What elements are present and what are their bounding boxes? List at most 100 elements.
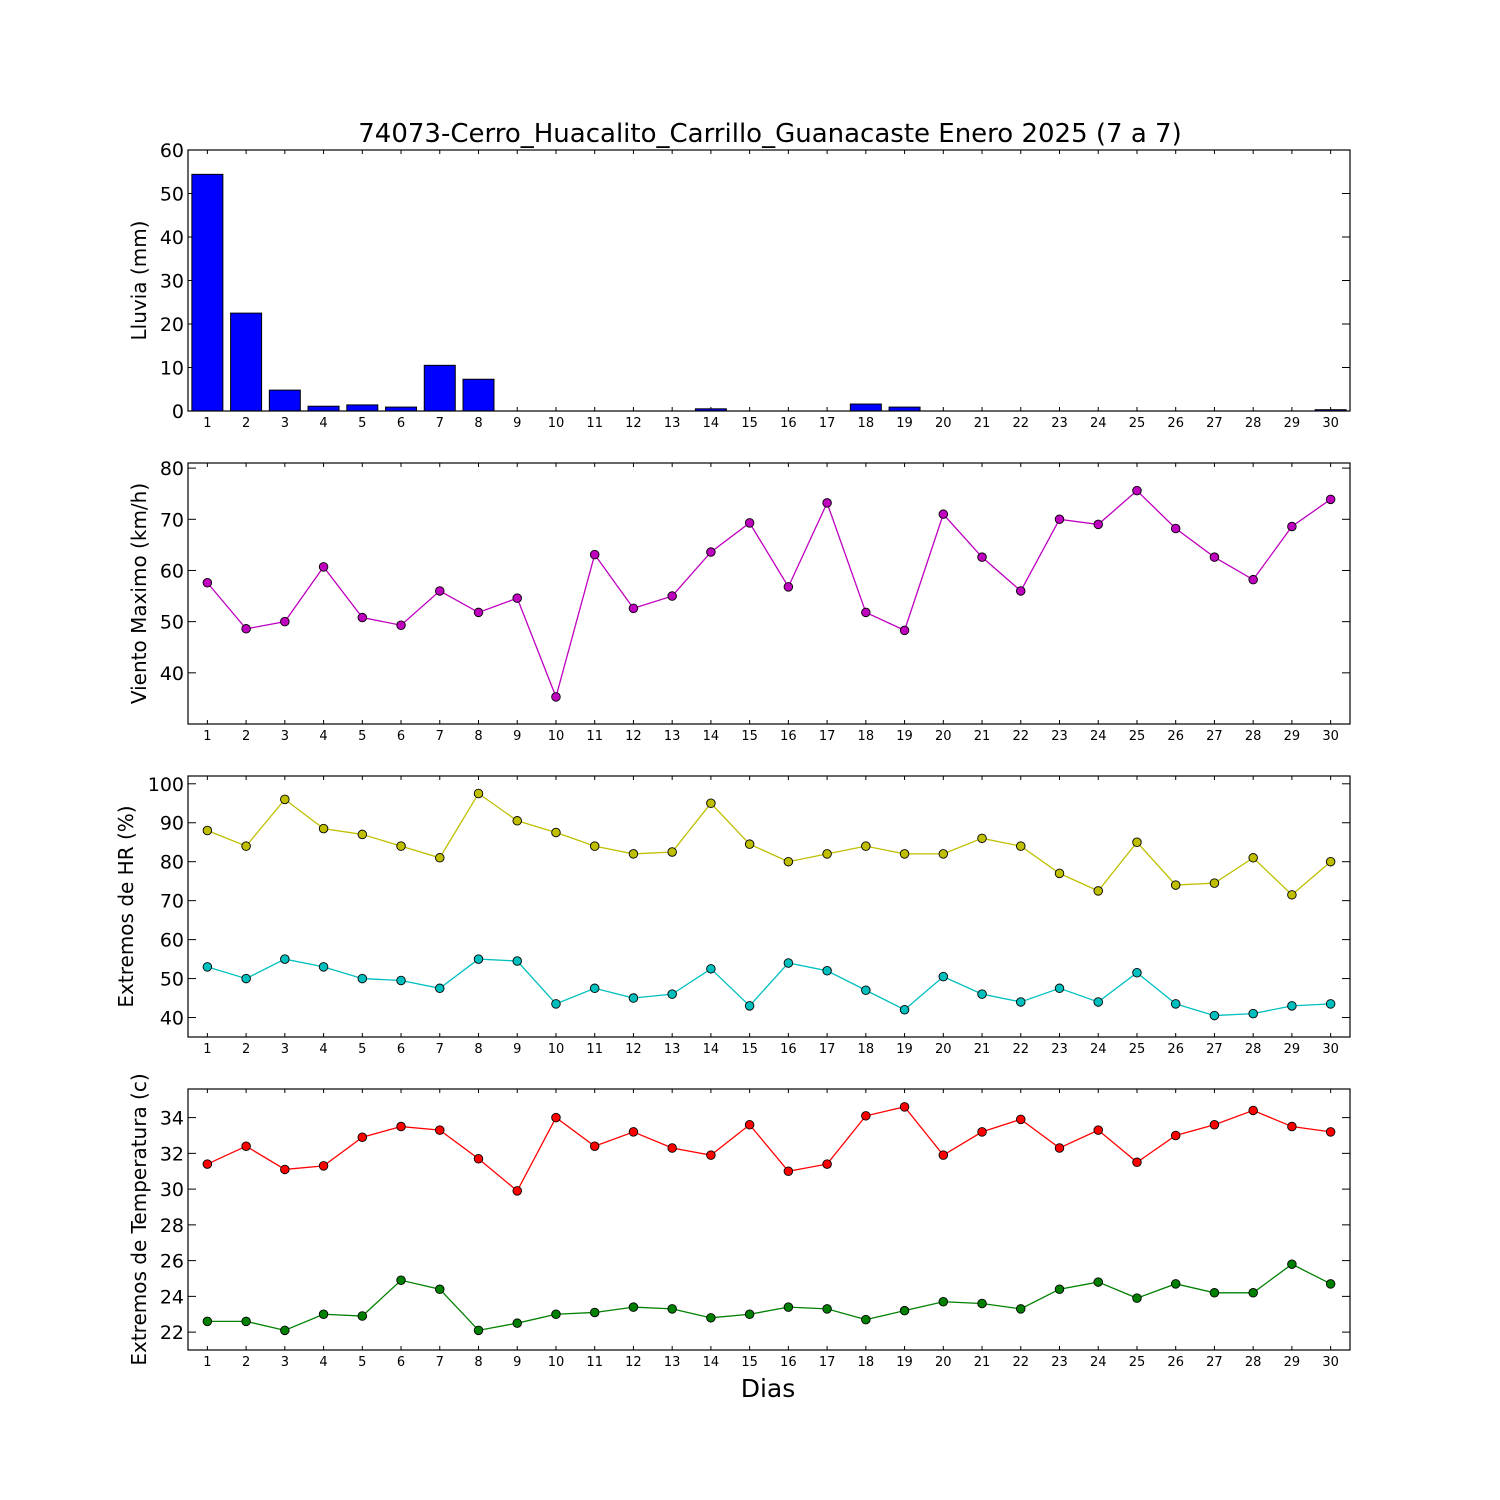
- xtick-label: 25: [1129, 416, 1146, 431]
- data-point: [1287, 1001, 1297, 1011]
- xtick-label: 15: [741, 729, 758, 744]
- data-point: [1248, 574, 1258, 585]
- xtick-label: 13: [664, 416, 681, 431]
- xtick-label: 15: [741, 416, 758, 431]
- series-line: [206, 489, 1332, 699]
- xtick-label: 21: [974, 1355, 991, 1370]
- xtick-label: 14: [703, 416, 720, 431]
- xtick-label: 1: [203, 416, 211, 431]
- ytick-label: 60: [160, 560, 184, 582]
- data-point: [357, 973, 368, 984]
- xtick-label: 14: [703, 729, 720, 744]
- rain-bar: [462, 378, 495, 412]
- data-point: [861, 1314, 871, 1325]
- data-point: [628, 603, 639, 614]
- data-point: [589, 841, 600, 851]
- data-point: [1170, 999, 1181, 1009]
- xtick-label: 13: [664, 1042, 681, 1057]
- xtick-label: 8: [474, 1355, 482, 1370]
- xtick-label: 13: [664, 1355, 681, 1370]
- data-point: [202, 962, 213, 972]
- data-point: [706, 1150, 716, 1160]
- xtick-label: 17: [819, 1042, 836, 1057]
- ytick-label: 40: [160, 1008, 184, 1030]
- data-point: [512, 1318, 522, 1328]
- xtick-label: 5: [358, 729, 366, 744]
- data-point: [318, 1161, 329, 1171]
- xtick-label: 9: [513, 416, 521, 431]
- data-point: [396, 620, 406, 630]
- ytick-label: 50: [160, 969, 184, 991]
- data-point: [899, 1004, 910, 1015]
- xtick-label: 13: [664, 729, 681, 744]
- xtick-label: 26: [1167, 1355, 1184, 1370]
- data-point: [1325, 494, 1336, 505]
- xtick-label: 2: [242, 1355, 250, 1370]
- xtick-label: 3: [281, 416, 289, 431]
- xtick-label: 20: [935, 729, 952, 744]
- xtick-label: 8: [474, 729, 482, 744]
- data-point: [1093, 997, 1103, 1007]
- xtick-label: 22: [1012, 1042, 1029, 1057]
- ytick-label: 70: [160, 891, 184, 913]
- data-point: [744, 1309, 755, 1319]
- xtick-label: 18: [858, 1355, 875, 1370]
- data-point: [1132, 967, 1142, 978]
- ytick-label: 32: [160, 1143, 184, 1165]
- xtick-label: 27: [1206, 1042, 1223, 1057]
- xtick-label: 5: [358, 416, 366, 431]
- data-point: [706, 798, 716, 809]
- xtick-label: 19: [896, 416, 913, 431]
- data-point: [1325, 999, 1336, 1009]
- rain-bar: [268, 389, 301, 412]
- data-point: [551, 1112, 561, 1123]
- data-point: [589, 1141, 600, 1151]
- xtick-label: 8: [474, 1042, 482, 1057]
- xtick-label: 19: [896, 1042, 913, 1057]
- data-point: [1209, 878, 1220, 888]
- data-point: [667, 989, 677, 999]
- data-point: [435, 586, 445, 596]
- data-point: [1248, 1288, 1258, 1298]
- data-point: [783, 1302, 794, 1312]
- data-point: [396, 975, 406, 986]
- data-point: [512, 956, 522, 966]
- ytick-label: 50: [160, 612, 184, 634]
- rainfall-ylabel: Lluvia (mm): [127, 221, 151, 341]
- ytick-label: 30: [160, 1179, 184, 1201]
- data-point: [861, 985, 871, 996]
- xtick-label: 3: [281, 1355, 289, 1370]
- xtick-label: 14: [703, 1042, 720, 1057]
- data-point: [512, 1186, 522, 1196]
- data-point: [628, 1127, 639, 1137]
- temperature-axes-frame: [187, 1088, 1351, 1351]
- xtick-label: 3: [281, 729, 289, 744]
- data-point: [744, 1120, 755, 1130]
- xtick-label: 27: [1206, 416, 1223, 431]
- data-point: [1054, 868, 1065, 879]
- xtick-label: 7: [436, 416, 444, 431]
- data-point: [783, 856, 794, 867]
- xtick-label: 30: [1322, 1355, 1339, 1370]
- data-point: [280, 954, 290, 964]
- xtick-label: 16: [780, 416, 797, 431]
- data-point: [280, 794, 290, 805]
- xtick-label: 9: [513, 1042, 521, 1057]
- data-point: [977, 1127, 987, 1137]
- data-point: [1287, 1121, 1297, 1132]
- data-point: [783, 1166, 794, 1176]
- xtick-label: 20: [935, 1355, 952, 1370]
- ytick-label: 0: [172, 401, 184, 423]
- xtick-label: 24: [1090, 1042, 1107, 1057]
- data-point: [241, 841, 251, 851]
- xtick-label: 26: [1167, 416, 1184, 431]
- data-point: [899, 849, 910, 859]
- ytick-label: 100: [148, 774, 184, 796]
- data-point: [589, 1307, 600, 1318]
- xtick-label: 23: [1051, 729, 1068, 744]
- data-point: [1209, 1010, 1220, 1021]
- data-point: [473, 607, 484, 618]
- data-point: [822, 1159, 832, 1169]
- rain-bar: [191, 173, 224, 412]
